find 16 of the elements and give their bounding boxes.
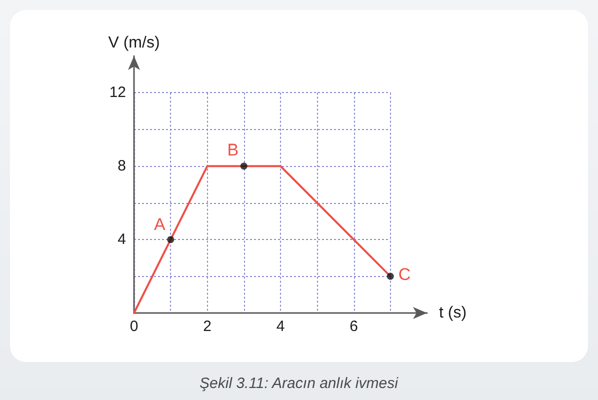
point: [240, 162, 248, 170]
x-tick-label: 4: [276, 318, 285, 335]
x-tick-label: 2: [203, 318, 212, 335]
annotation: A: [154, 215, 166, 234]
y-tick-label: 8: [118, 158, 126, 175]
y-axis-title: V (m/s): [108, 34, 160, 52]
annotation: B: [227, 140, 239, 160]
point: [167, 236, 174, 244]
point: [386, 272, 394, 280]
text: Şekil 3.11: Aracın anlık ivmesi: [200, 375, 399, 392]
x-axis-title: t (s): [439, 304, 467, 322]
y-tick-label: 12: [109, 84, 126, 102]
x-tick-label: 6: [350, 318, 358, 335]
annotation: C: [398, 264, 411, 284]
y-tick-label: 4: [118, 231, 126, 248]
x-tick-label: 0: [130, 318, 138, 335]
